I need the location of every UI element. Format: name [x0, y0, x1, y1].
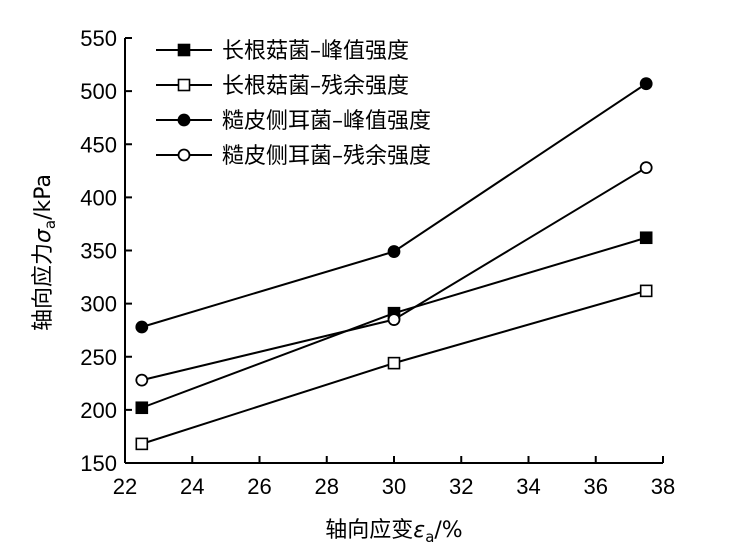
y-axis-label-symbol: σ [31, 228, 56, 243]
x-axis-ticks: 22 24 26 28 30 32 34 36 38 [113, 456, 675, 499]
legend-entry-4: 糙皮侧耳菌–残余强度 [156, 144, 431, 169]
legend-entry-1: 长根菇菌–峰值强度 [156, 39, 409, 64]
data-point [639, 77, 653, 91]
y-tick-label: 350 [80, 239, 117, 264]
data-point [639, 161, 653, 175]
legend-marker [177, 43, 191, 57]
data-point [639, 231, 653, 245]
y-axis-label-main: 轴向应力 [31, 243, 56, 331]
y-axis-label-unit: /kPa [31, 174, 56, 220]
x-tick-label: 34 [516, 474, 540, 499]
x-tick-label: 24 [180, 474, 204, 499]
legend-label: 糙皮侧耳菌–残余强度 [222, 144, 431, 169]
legend-label: 糙皮侧耳菌–峰值强度 [222, 109, 431, 134]
legend-label: 长根菇菌–残余强度 [222, 74, 409, 99]
y-tick-label: 550 [80, 26, 117, 51]
x-tick-label: 28 [315, 474, 339, 499]
x-axis-label-unit: /% [434, 518, 462, 543]
series-3 [135, 77, 653, 334]
x-tick-label: 32 [449, 474, 473, 499]
series-4 [135, 161, 653, 387]
data-point [387, 245, 401, 258]
y-axis-ticks: 150 200 250 300 350 400 450 500 550 [80, 26, 132, 476]
y-axis-label: 轴向应力σa/kPa [31, 174, 59, 331]
series-layer [135, 77, 653, 451]
y-tick-label: 200 [80, 398, 117, 423]
x-tick-label: 30 [382, 474, 406, 499]
data-point [387, 356, 401, 370]
x-tick-label: 38 [651, 474, 675, 499]
x-axis-label-symbol: ε [413, 518, 425, 543]
y-tick-label: 250 [80, 345, 117, 370]
x-axis-label-sub: a [425, 528, 434, 546]
legend-label: 长根菇菌–峰值强度 [222, 39, 409, 64]
x-tick-label: 22 [113, 474, 137, 499]
y-axis-label-sub: a [41, 220, 59, 229]
series-line [141, 166, 647, 382]
series-2 [135, 284, 653, 451]
data-point [135, 320, 149, 334]
legend-marker [177, 78, 191, 92]
legend-marker [177, 148, 191, 162]
y-tick-label: 300 [80, 292, 117, 317]
data-point [135, 401, 149, 415]
y-tick-label: 450 [80, 132, 117, 157]
y-tick-label: 400 [80, 185, 117, 210]
legend-marker [177, 113, 191, 127]
legend-entry-3: 糙皮侧耳菌–峰值强度 [156, 109, 431, 134]
data-point [387, 313, 401, 326]
legend-entry-2: 长根菇菌–残余强度 [156, 74, 409, 99]
data-point [135, 373, 149, 387]
x-axis-label: 轴向应变εa/% [325, 518, 462, 546]
x-tick-label: 36 [584, 474, 608, 499]
y-tick-label: 150 [80, 451, 117, 476]
data-point [135, 437, 149, 451]
y-tick-label: 500 [80, 79, 117, 104]
x-tick-label: 26 [247, 474, 271, 499]
data-point [639, 284, 653, 298]
x-axis-label-main: 轴向应变 [325, 518, 413, 543]
